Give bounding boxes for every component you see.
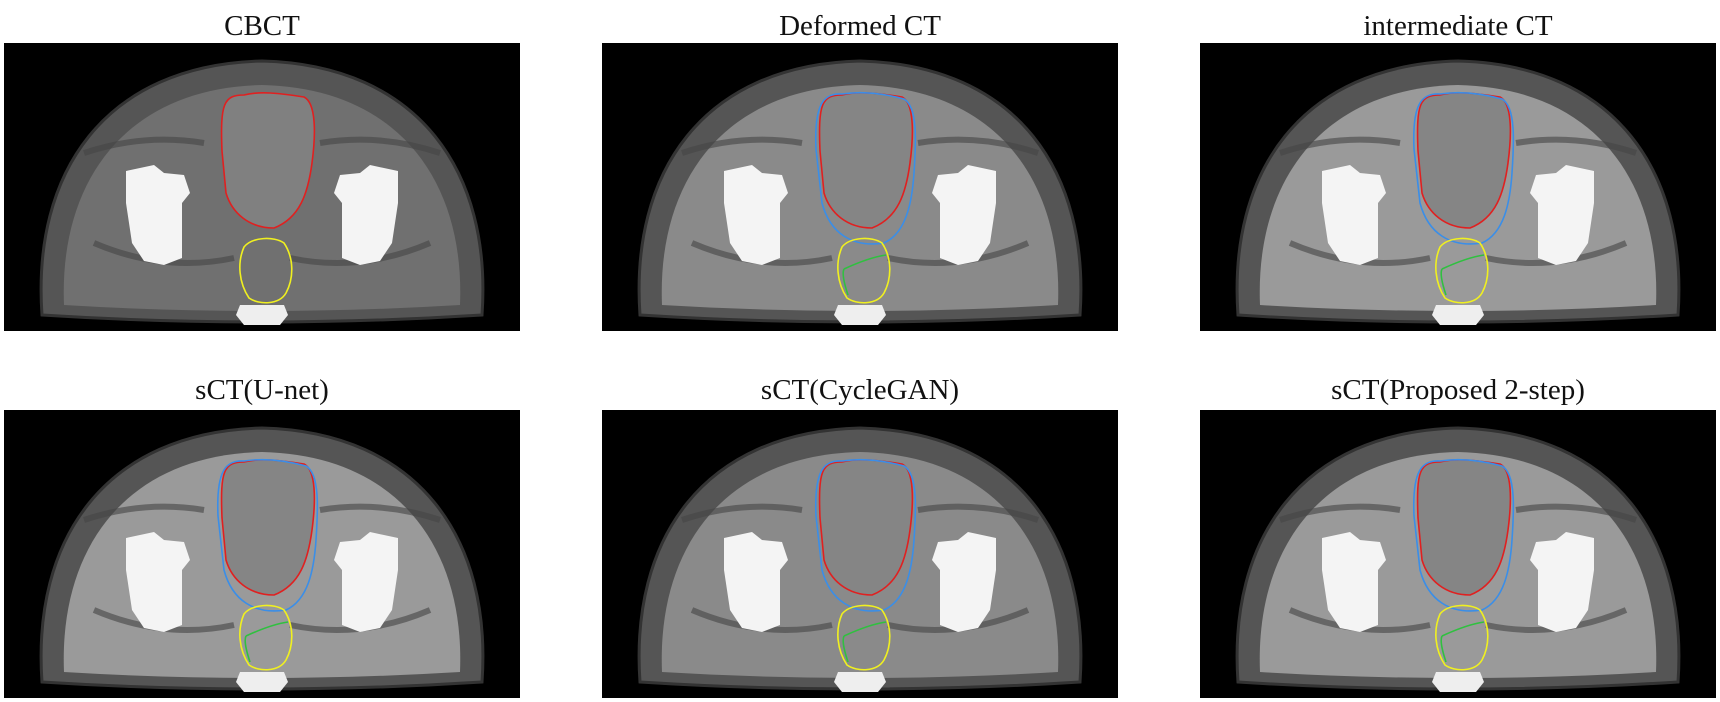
bladder [819,92,913,228]
bladder [1417,92,1511,228]
left-femur-bone [126,532,190,632]
ct-slice-image [637,59,1083,325]
coccyx-bone [236,305,288,325]
blue-contour [814,458,917,612]
left-femur-bone [1322,165,1386,265]
ct-slice-image [1235,59,1681,325]
yellow-contour [837,237,891,304]
blue-contour [216,458,319,612]
ct-image [1200,43,1716,331]
panel-title: sCT(U-net) [195,374,329,406]
coccyx-bone [1432,672,1484,692]
panel-title: CBCT [224,10,300,42]
green-contour [244,621,289,663]
panel-title: intermediate CT [1363,10,1553,42]
right-femur-bone [932,165,996,265]
yellow-contour [1435,237,1489,304]
red-contour [818,92,914,229]
blue-contour [1412,458,1515,612]
ct-image [602,43,1118,331]
yellow-contour [239,604,293,671]
coccyx-bone [236,672,288,692]
green-contour [842,621,887,663]
left-femur-bone [724,532,788,632]
coccyx-bone [834,305,886,325]
panel-title: sCT(CycleGAN) [760,374,960,406]
right-femur-bone [1530,532,1594,632]
ct-slice-image [39,59,485,325]
green-contour [1440,621,1485,663]
ct-slice-image [637,426,1083,692]
ct-slice-image [39,426,485,692]
left-femur-bone [1322,532,1386,632]
red-contour [1416,459,1512,596]
red-contour [818,459,914,596]
red-contour [220,92,316,229]
bladder [221,92,315,228]
yellow-contour [239,237,293,304]
red-contour [220,459,316,596]
red-contour [1416,92,1512,229]
bladder [819,459,913,595]
ct-image [602,410,1118,698]
blue-contour [814,91,917,245]
left-femur-bone [724,165,788,265]
left-femur-bone [126,165,190,265]
blue-contour [1412,91,1515,245]
right-femur-bone [1530,165,1594,265]
panel-title: Deformed CT [779,10,941,42]
coccyx-bone [834,672,886,692]
right-femur-bone [334,165,398,265]
bladder [1417,459,1511,595]
right-femur-bone [334,532,398,632]
bladder [221,459,315,595]
green-contour [1440,254,1485,296]
ct-image [4,43,520,331]
yellow-contour [837,604,891,671]
ct-slice-image [1235,426,1681,692]
green-contour [842,254,887,296]
right-femur-bone [932,532,996,632]
ct-image [1200,410,1716,698]
panel-title: sCT(Proposed 2-step) [1331,374,1585,406]
ct-image [4,410,520,698]
coccyx-bone [1432,305,1484,325]
yellow-contour [1435,604,1489,671]
